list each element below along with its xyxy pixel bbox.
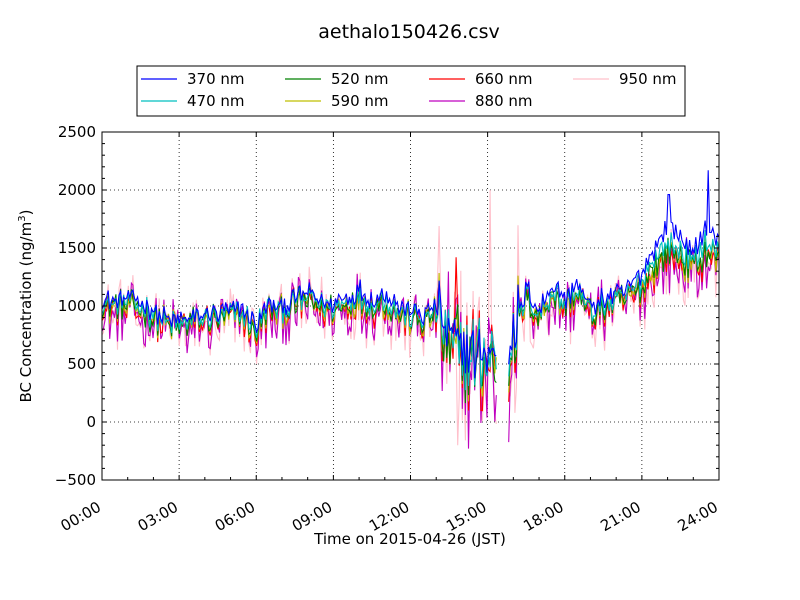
grid-lines bbox=[102, 132, 719, 480]
legend-label: 950 nm bbox=[619, 70, 677, 88]
y-tick-label: 0 bbox=[86, 413, 96, 431]
y-tick-label: 2500 bbox=[58, 123, 96, 141]
legend: 370 nm 470 nm 520 nm 590 nm 660 nm 880 nm 950 … bbox=[136, 65, 686, 117]
legend-label: 520 nm bbox=[331, 70, 389, 88]
legend-box bbox=[136, 65, 686, 117]
y-axis-label-close: ) bbox=[17, 210, 35, 216]
y-tick-label: −500 bbox=[55, 471, 96, 489]
y-axis-label: BC Concentration (ng/m3) bbox=[17, 210, 35, 403]
chart-title: aethalo150426.csv bbox=[318, 21, 500, 43]
legend-label: 590 nm bbox=[331, 92, 389, 110]
legend-label: 880 nm bbox=[475, 92, 533, 110]
y-tick-label: 500 bbox=[67, 355, 96, 373]
legend-label: 470 nm bbox=[187, 92, 245, 110]
series-lines bbox=[101, 170, 720, 449]
y-tick-label: 1500 bbox=[58, 239, 96, 257]
x-axis-label: Time on 2015-04-26 (JST) bbox=[313, 530, 506, 548]
series-line-370-nm bbox=[101, 170, 720, 379]
y-tick-label: 1000 bbox=[58, 297, 96, 315]
legend-items: 370 nm 470 nm 520 nm 590 nm 660 nm 880 nm 950 … bbox=[141, 70, 677, 110]
y-tick-label: 2000 bbox=[58, 181, 96, 199]
legend-label: 660 nm bbox=[475, 70, 533, 88]
legend-label: 370 nm bbox=[187, 70, 245, 88]
y-axis-label-superscript: 3 bbox=[17, 215, 28, 221]
y-axis-label-main: BC Concentration (ng/m bbox=[17, 222, 35, 403]
